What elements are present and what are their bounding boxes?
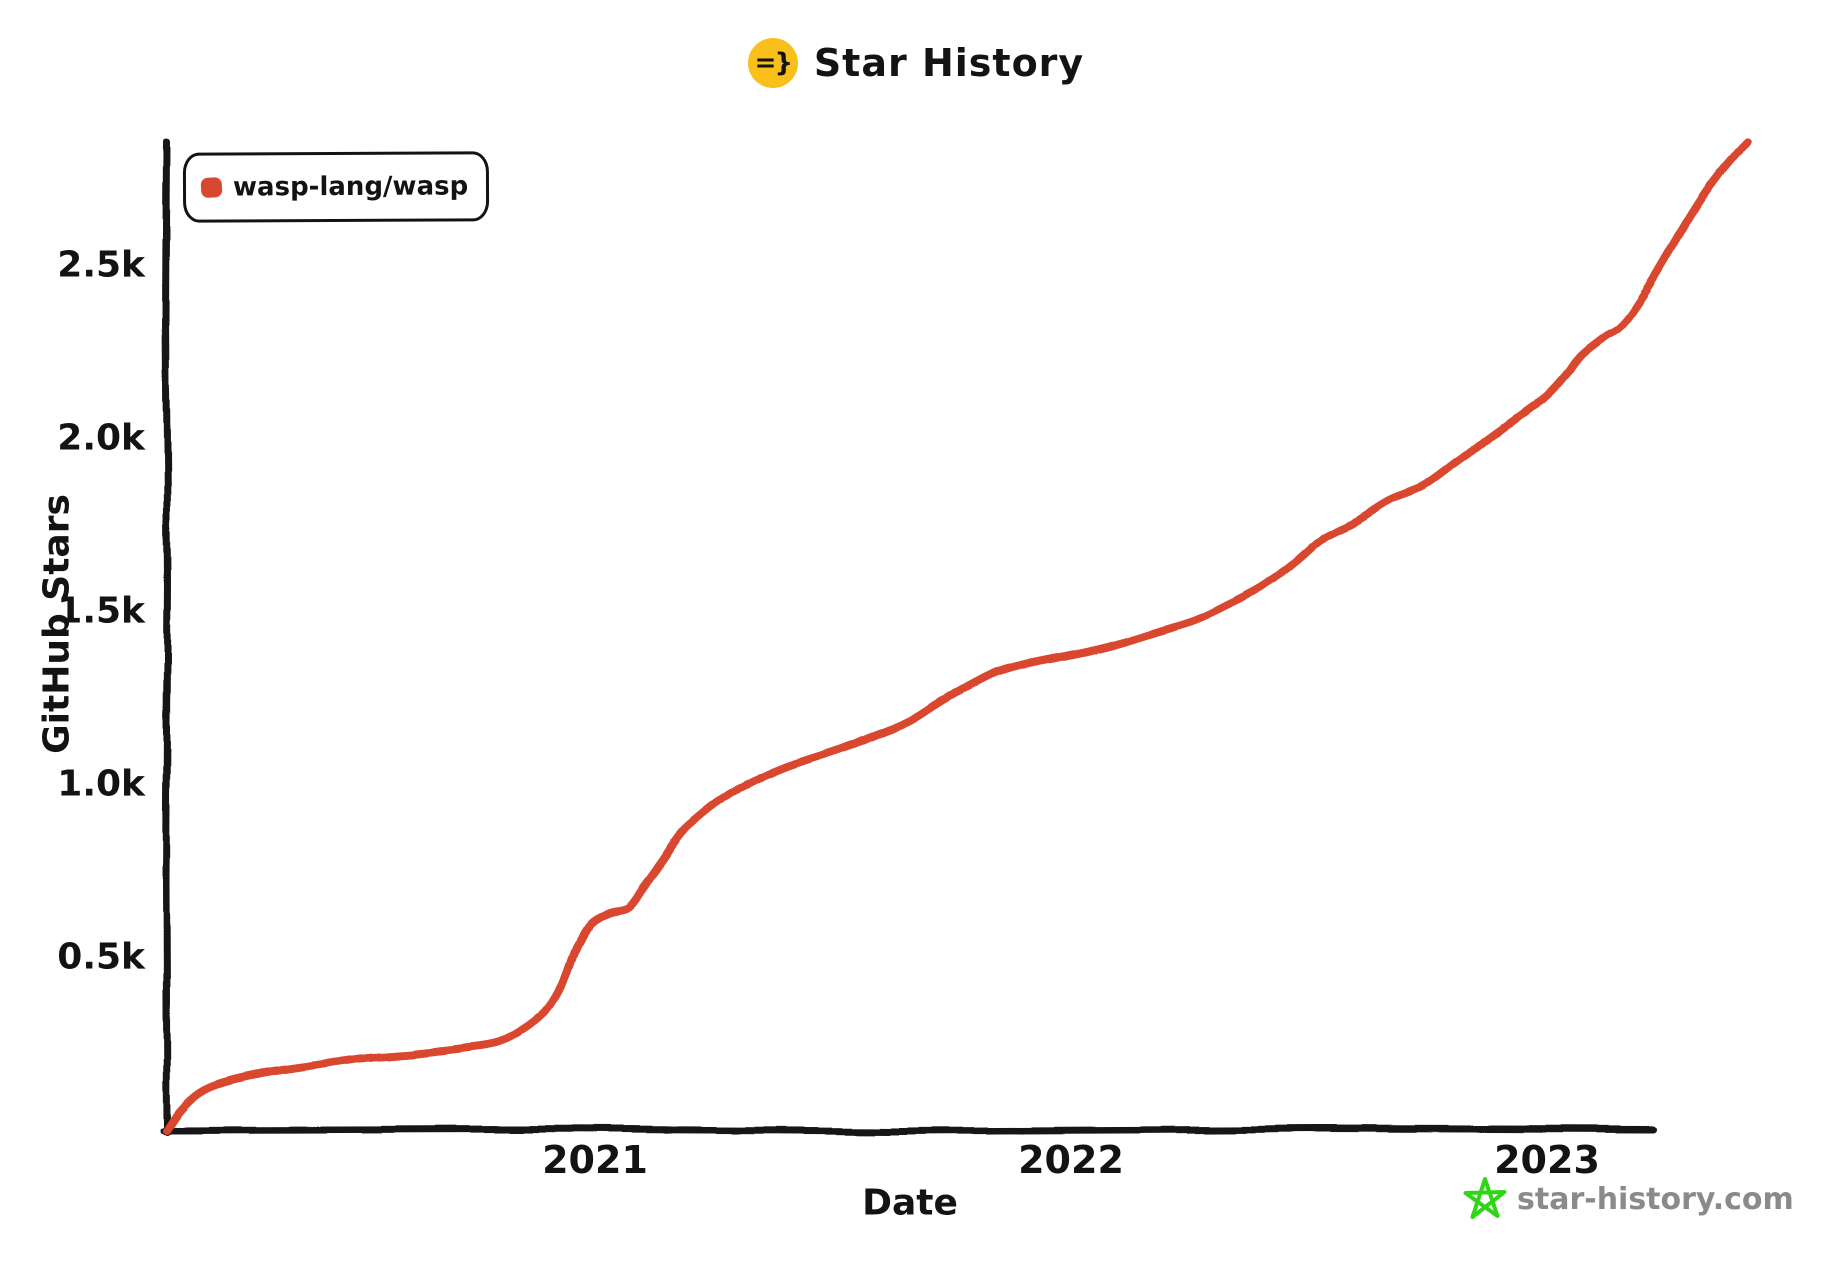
star-history-brand-link[interactable]: star-history.com xyxy=(1462,1176,1794,1222)
page-title: Star History xyxy=(813,41,1085,85)
chart-header: =} Star History xyxy=(0,38,1832,88)
y-tick-label: 1.5k xyxy=(57,590,145,632)
series-color-marker xyxy=(200,176,223,199)
star-icon xyxy=(1463,1177,1507,1219)
legend-box: wasp-lang/wasp xyxy=(182,151,490,223)
brand-label: star-history.com xyxy=(1517,1181,1794,1217)
y-tick-label: 2.0k xyxy=(57,417,145,459)
x-tick-label: 2022 xyxy=(1018,1138,1124,1182)
wasp-smiley-icon: =} xyxy=(747,38,798,88)
x-axis-title: Date xyxy=(862,1182,958,1224)
x-axis-line xyxy=(160,1125,1657,1135)
y-axis-line xyxy=(162,138,172,1136)
series-line-wasp-lang-wasp xyxy=(162,139,1751,1134)
y-tick-label: 2.5k xyxy=(57,244,145,286)
y-tick-label: 1.0k xyxy=(57,763,145,805)
y-axis-title: GitHub Stars xyxy=(36,494,78,754)
y-tick-label: 0.5k xyxy=(57,936,145,978)
x-tick-label: 2023 xyxy=(1494,1138,1600,1182)
legend-item-label: wasp-lang/wasp xyxy=(232,171,469,203)
x-tick-label: 2021 xyxy=(542,1138,648,1182)
